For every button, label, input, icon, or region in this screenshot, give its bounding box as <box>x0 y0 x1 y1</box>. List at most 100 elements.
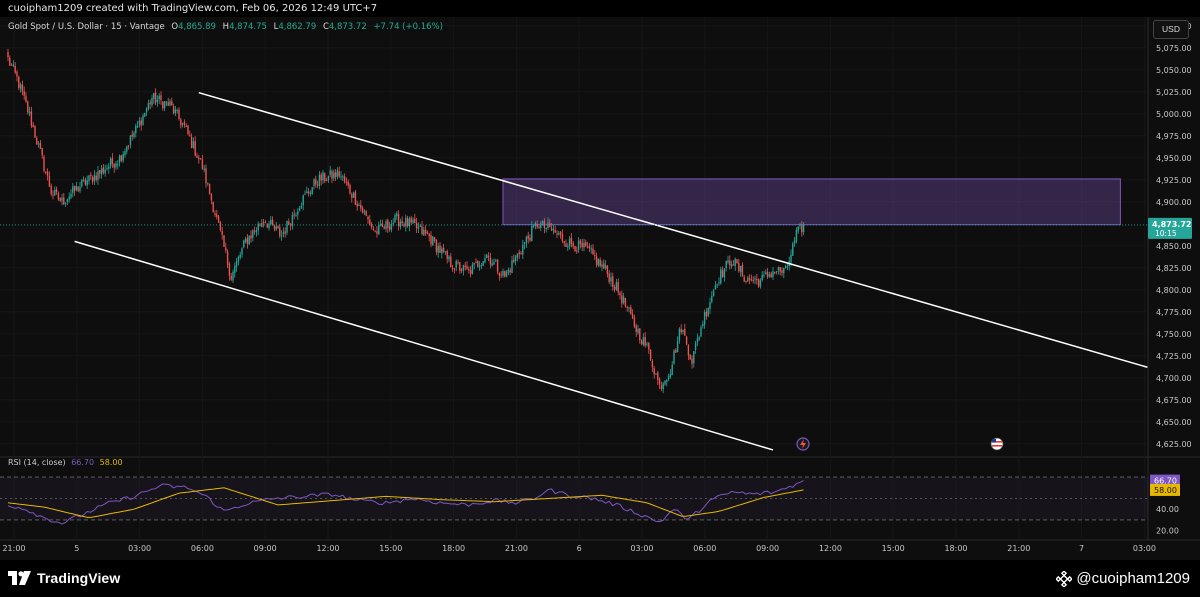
chart-svg[interactable]: 5,100.005,075.005,050.005,025.005,000.00… <box>0 0 1200 560</box>
symbol-name[interactable]: Gold Spot / U.S. Dollar · 15 · Vantage <box>8 22 165 32</box>
candle-body <box>709 302 711 309</box>
y-tick-label: 4,625.00 <box>1156 440 1192 449</box>
candle-body <box>610 277 612 282</box>
candle-body <box>716 284 718 286</box>
candle-body <box>765 272 767 274</box>
candle-body <box>790 254 792 263</box>
candle-body <box>77 186 79 191</box>
candle-body <box>527 235 529 239</box>
candle-body <box>219 221 222 231</box>
candle-body <box>783 267 785 274</box>
y-tick-label: 4,725.00 <box>1156 352 1192 361</box>
candle-body <box>136 125 139 127</box>
candle-body <box>145 108 148 113</box>
watermark-text: @cuoipham1209 <box>1076 570 1190 587</box>
candle-body <box>180 119 182 126</box>
candle-body <box>183 122 186 125</box>
candle-body <box>147 103 150 110</box>
candle-body <box>466 266 468 269</box>
candle-body <box>271 219 274 225</box>
x-tick-label: 15:00 <box>882 544 905 553</box>
channel-lower-line[interactable] <box>74 240 774 451</box>
candle-body <box>363 211 366 213</box>
candle-body <box>383 226 385 229</box>
lightning-icon[interactable] <box>796 437 810 451</box>
candle-body <box>68 196 70 200</box>
event-markers[interactable] <box>796 437 1004 451</box>
candle-body <box>306 191 308 194</box>
candle-body <box>198 157 200 160</box>
supply-zone-rect[interactable] <box>502 178 1121 226</box>
candle-body <box>54 189 56 196</box>
candle-body <box>613 286 616 290</box>
candle-body <box>736 259 738 264</box>
candle-body <box>99 170 101 174</box>
candle-body <box>192 141 195 148</box>
candle-body <box>502 270 504 276</box>
candle-body <box>243 240 245 248</box>
close-value: 4,873.72 <box>328 22 367 32</box>
candle-body <box>549 223 551 228</box>
author-watermark: @cuoipham1209 <box>1056 570 1190 587</box>
candle-body <box>246 238 249 244</box>
price-axis[interactable]: 5,100.005,075.005,050.005,025.005,000.00… <box>1148 22 1192 449</box>
candle-body <box>802 224 805 233</box>
us-flag-icon[interactable] <box>990 437 1004 451</box>
candle-body <box>693 351 695 364</box>
candle-body <box>318 174 321 186</box>
candle-body <box>572 243 574 247</box>
rsi-axis-ma-value: 58.00 <box>1154 486 1177 495</box>
candle-body <box>208 183 211 195</box>
candle-body <box>190 136 193 148</box>
x-tick-label: 03:00 <box>1133 544 1156 553</box>
candle-body <box>111 157 114 164</box>
candle-body <box>108 166 110 169</box>
candle-body <box>772 271 774 278</box>
tradingview-logo[interactable]: TradingView <box>8 568 120 588</box>
candle-body <box>487 256 490 258</box>
channel-lines[interactable] <box>0 91 1148 451</box>
x-tick-label: 21:00 <box>505 544 528 553</box>
symbol-legend[interactable]: Gold Spot / U.S. Dollar · 15 · Vantage O… <box>8 22 443 32</box>
candle-body <box>279 227 281 236</box>
candle-body <box>498 272 501 276</box>
candle-body <box>480 264 483 266</box>
currency-button[interactable]: USD <box>1153 20 1189 39</box>
candle-body <box>25 96 27 103</box>
candle-body <box>801 224 803 233</box>
time-axis[interactable]: 21:00 5 03:00 06:00 09:00 12:00 15:00 18:00 21:0… <box>2 544 1200 553</box>
rsi-legend[interactable]: RSI (14, close) 66.70 58.00 <box>8 458 123 467</box>
candle-body <box>727 260 729 263</box>
candle-body <box>142 115 144 125</box>
candle-body <box>576 250 578 252</box>
candle-body <box>570 237 573 244</box>
candle-body <box>500 274 502 276</box>
candle-body <box>478 265 481 267</box>
candle-body <box>144 113 146 117</box>
candle-body <box>653 368 655 375</box>
candle-body <box>424 230 427 234</box>
channel-upper-line[interactable] <box>198 91 1148 368</box>
rsi-label[interactable]: RSI (14, close) <box>8 458 66 467</box>
candle-body <box>336 170 339 177</box>
candle-body <box>81 180 83 187</box>
rsi-ma-badge <box>1150 483 1180 496</box>
candle-body <box>689 354 691 360</box>
candle-body <box>189 135 191 137</box>
candle-body <box>264 222 267 224</box>
candle-body <box>156 99 159 102</box>
candle-body <box>70 193 72 198</box>
candle-body <box>235 261 238 267</box>
candle-body <box>649 349 652 361</box>
candle-body <box>603 263 605 269</box>
x-tick-label: 09:00 <box>756 544 779 553</box>
price-pane[interactable] <box>0 17 1148 457</box>
candle-body <box>590 248 592 250</box>
candle-body <box>529 237 531 241</box>
candle-body <box>86 180 88 186</box>
candle-body <box>388 226 391 230</box>
supply-zone[interactable] <box>502 178 1121 226</box>
y-tick-label: 5,000.00 <box>1156 110 1192 119</box>
candle-body <box>559 231 562 235</box>
candle-body <box>378 225 380 235</box>
